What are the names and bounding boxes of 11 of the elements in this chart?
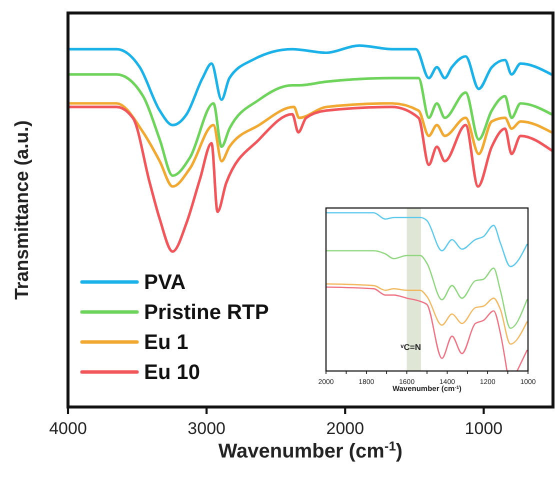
annotation: ᵛC=N: [400, 342, 422, 352]
x-tick-label: 3000: [188, 419, 226, 438]
x-tick-label: 1000: [464, 419, 503, 438]
x-tick-label: 2000: [326, 419, 364, 438]
legend-label: Pristine RTP: [144, 301, 269, 324]
x-tick-label: 4000: [49, 419, 87, 438]
legend-label: Eu 10: [144, 361, 200, 384]
legend-label: Eu 1: [144, 331, 189, 354]
x-axis-title: Wavenumber (cm$^{-1}$): [218, 438, 403, 463]
y-axis-title: Transmittance (a.u.): [12, 120, 33, 300]
legend-label: PVA: [144, 271, 186, 294]
